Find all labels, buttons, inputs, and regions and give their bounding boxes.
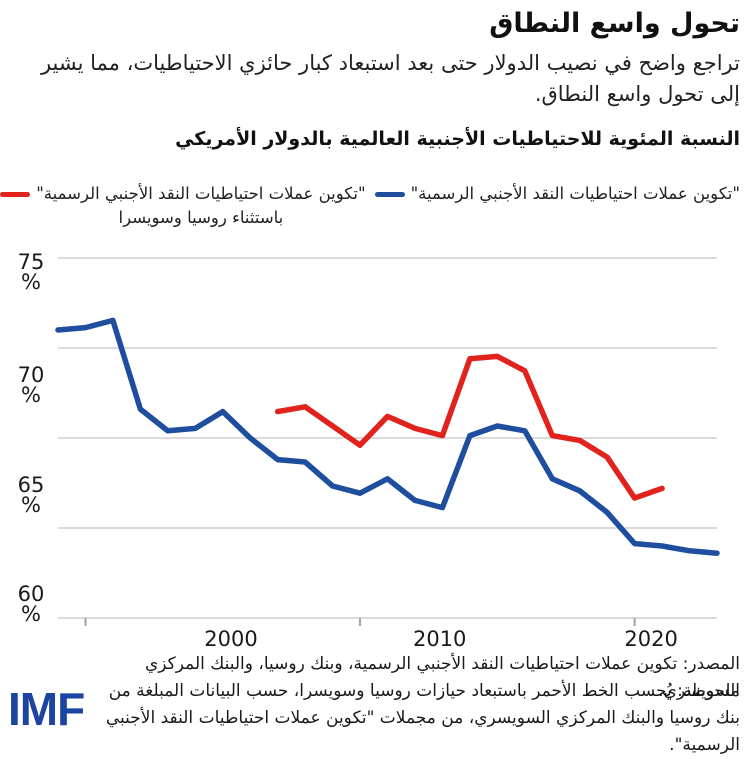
x-axis-label: 2000 xyxy=(204,627,257,651)
x-axis-label: 2020 xyxy=(624,627,677,651)
page-title: تحول واسع النطاق xyxy=(489,8,740,39)
y-axis-label-value: 60 xyxy=(18,582,45,606)
imf-logo: IMF xyxy=(8,683,85,735)
chart-title: النسبة المئوية للاحتياطيات الأجنبية العا… xyxy=(175,128,740,150)
legend-label-official-series: "تكوين عملات احتياطيات النقد الأجنبي الر… xyxy=(410,184,740,203)
usd-share-official-line xyxy=(55,317,720,556)
y-axis-label-value: 65 xyxy=(18,473,45,497)
y-axis-label-value: 75 xyxy=(18,250,45,274)
red-line-swatch-icon xyxy=(0,192,31,197)
methodology-note: ملحوظة: يُحسب الخط الأحمر باستبعاد حيازا… xyxy=(105,681,740,755)
chart-legend: "تكوين عملات احتياطيات النقد الأجنبي الر… xyxy=(0,182,740,230)
y-axis-label-percent: % xyxy=(21,383,41,407)
legend-item-excl-russia-switzerland-series: "تكوين عملات احتياطيات النقد الأجنبي الر… xyxy=(0,182,366,230)
usd-share-excl-russia-switzerland-line xyxy=(274,353,665,501)
blue-line-swatch-icon xyxy=(374,192,405,197)
y-axis-label-percent: % xyxy=(21,493,41,517)
y-axis-label-value: 70 xyxy=(18,363,45,387)
page-subtitle: تراجع واضح في نصيب الدولار حتى بعد استبع… xyxy=(40,51,740,106)
legend-item-official-series: "تكوين عملات احتياطيات النقد الأجنبي الر… xyxy=(374,182,740,206)
legend-label-excl-russia-switzerland-series: "تكوين عملات احتياطيات النقد الأجنبي الر… xyxy=(36,182,365,230)
y-axis-label-percent: % xyxy=(21,602,41,626)
legend-label-line2: باستثناء روسيا وسويسرا xyxy=(118,208,284,227)
legend-label-line1: "تكوين عملات احتياطيات النقد الأجنبي الر… xyxy=(36,184,366,203)
source-note: المصدر: تكوين عملات احتياطيات النقد الأج… xyxy=(144,654,740,701)
x-axis-label: 2010 xyxy=(413,627,466,651)
y-axis-label-percent: % xyxy=(21,270,41,294)
